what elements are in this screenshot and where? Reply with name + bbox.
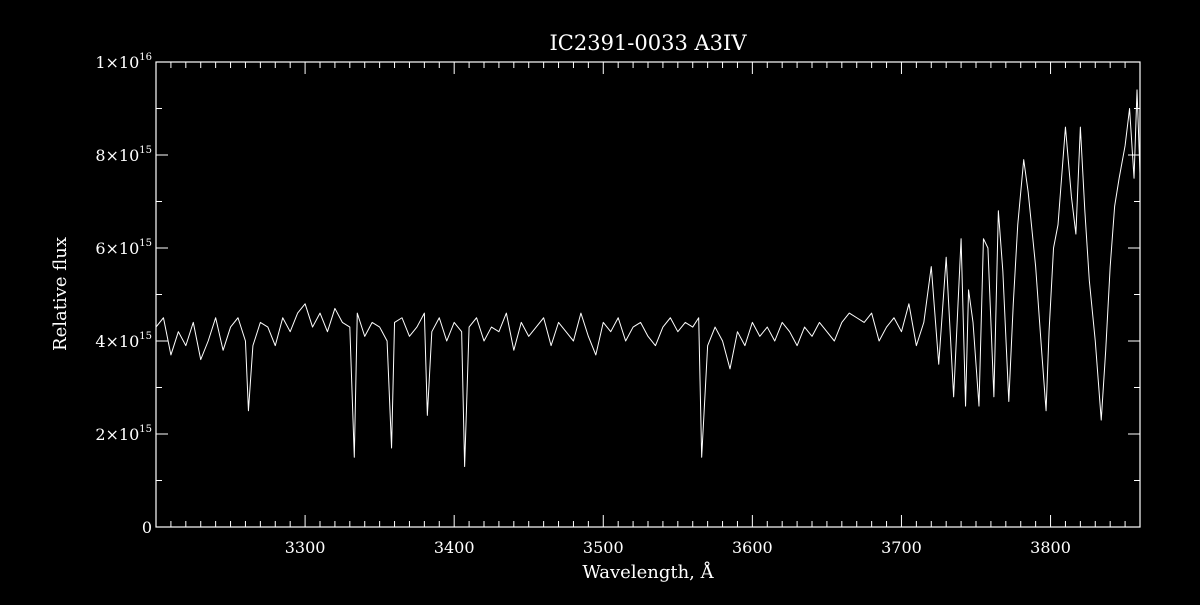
- spectrum-line: [156, 89, 1140, 468]
- y-tick-label-base: 1×10: [95, 53, 139, 72]
- tick-labels-layer: 3300 3400 3500 3600 3700 380002×10154×10156×1…: [95, 52, 1071, 557]
- y-tick-label-base: 2×10: [95, 425, 139, 444]
- y-tick-label-exponent: 16: [139, 52, 152, 63]
- x-tick-label: 3600: [732, 538, 773, 557]
- chart-title: IC2391-0033 A3IV: [549, 31, 747, 55]
- y-tick-label: 0: [142, 518, 152, 537]
- y-tick-label: 2×1015: [95, 424, 152, 444]
- y-tick-label: 6×1015: [95, 238, 152, 258]
- x-tick-label: 3800: [1030, 538, 1071, 557]
- y-tick-label: 1×1016: [95, 52, 152, 72]
- y-tick-label-exponent: 15: [139, 424, 152, 435]
- y-tick-label: 8×1015: [95, 145, 152, 165]
- plot-frame: [155, 61, 1141, 528]
- y-axis-title: Relative flux: [50, 237, 71, 351]
- data-layer: [156, 89, 1140, 468]
- y-tick-label-exponent: 15: [139, 331, 152, 342]
- y-tick-label-exponent: 15: [139, 238, 152, 249]
- y-tick-label-exponent: 15: [139, 145, 152, 156]
- x-tick-label: 3300: [285, 538, 326, 557]
- x-tick-label: 3700: [881, 538, 922, 557]
- y-tick-label: 4×1015: [95, 331, 152, 351]
- x-tick-label: 3500: [583, 538, 624, 557]
- ticks-layer: [155, 61, 1141, 528]
- x-axis-title: Wavelength, Å: [582, 561, 714, 583]
- y-tick-label-base: 4×10: [95, 332, 139, 351]
- x-tick-label: 3400: [434, 538, 475, 557]
- y-tick-label-base: 0: [142, 518, 152, 537]
- y-tick-label-base: 6×10: [95, 239, 139, 258]
- axes-layer: [155, 61, 1141, 528]
- y-tick-label-base: 8×10: [95, 146, 139, 165]
